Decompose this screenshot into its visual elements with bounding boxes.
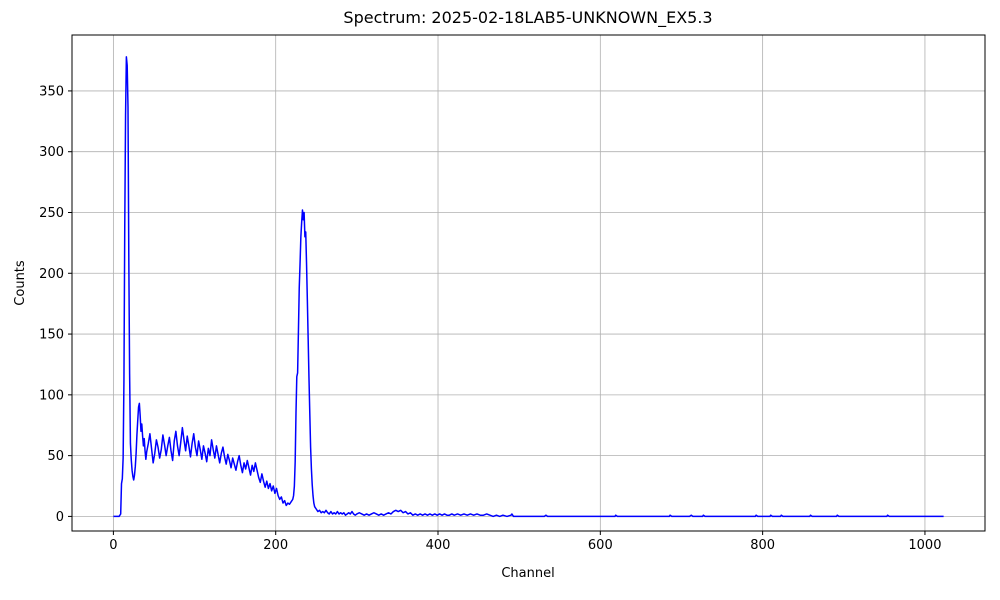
y-tick-label: 300 <box>39 145 64 160</box>
y-tick-label: 100 <box>39 388 64 403</box>
x-tick-labels: 0 200 400 600 800 1000 <box>109 538 941 553</box>
y-tick-label: 50 <box>47 449 64 464</box>
x-tick-label: 600 <box>588 538 613 553</box>
x-tick-label: 1000 <box>908 538 941 553</box>
y-tick-label: 200 <box>39 267 64 282</box>
x-tick-label: 0 <box>109 538 117 553</box>
plot-area <box>72 35 985 531</box>
x-axis-label: Channel <box>501 566 554 581</box>
y-axis-label: Counts <box>13 260 28 306</box>
plot-border <box>71 34 986 532</box>
spectrum-line <box>113 56 944 518</box>
y-tick-label: 250 <box>39 206 64 221</box>
y-tick-label: 0 <box>56 510 64 525</box>
chart-title: Spectrum: 2025-02-18LAB5-UNKNOWN_EX5.3 <box>343 8 712 28</box>
x-tick-label: 400 <box>426 538 451 553</box>
x-tick-label: 800 <box>750 538 775 553</box>
y-tick-label: 150 <box>39 328 64 343</box>
x-tick-label: 200 <box>263 538 288 553</box>
axis-tick-marks <box>68 90 926 535</box>
y-tick-label: 350 <box>39 84 64 99</box>
y-tick-labels: 0 50 100 150 200 250 300 350 <box>39 84 64 524</box>
